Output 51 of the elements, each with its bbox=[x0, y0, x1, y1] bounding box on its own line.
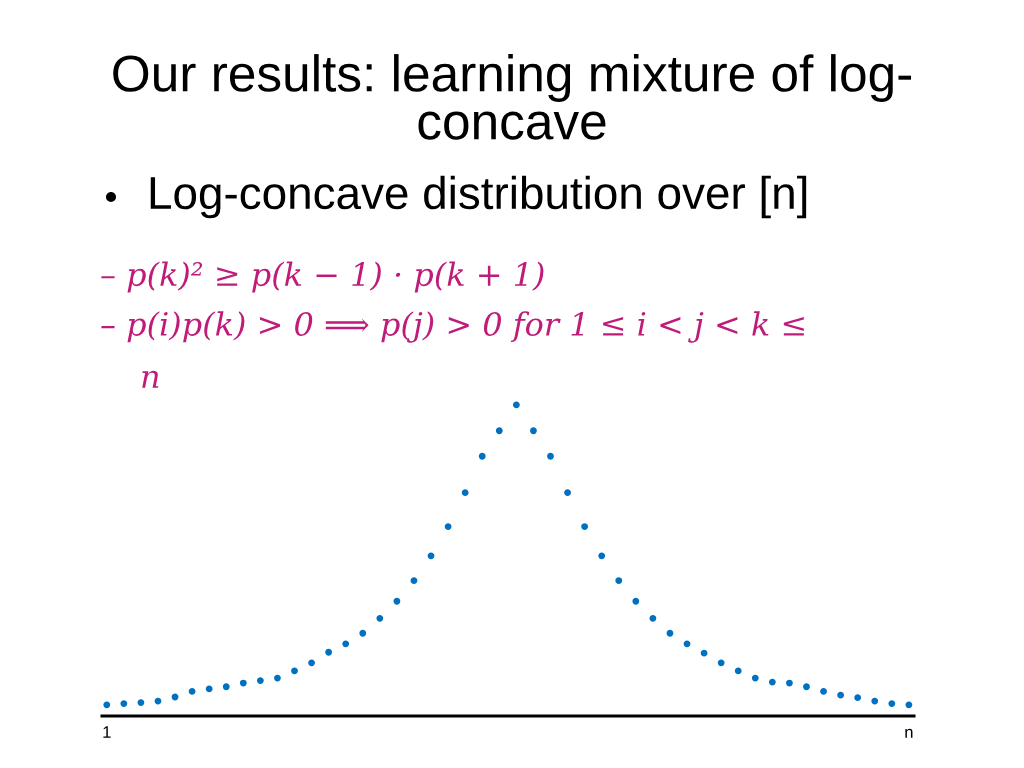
point bbox=[376, 614, 384, 622]
point bbox=[751, 674, 759, 682]
point bbox=[598, 552, 606, 560]
point bbox=[547, 452, 554, 460]
point bbox=[222, 683, 230, 691]
point bbox=[786, 679, 793, 687]
point bbox=[871, 697, 879, 705]
point bbox=[820, 688, 827, 695]
chart-title: Our results: learning mixture of log- concave bbox=[113, 54, 912, 140]
point bbox=[444, 523, 452, 530]
point bbox=[239, 679, 247, 687]
point bbox=[291, 667, 298, 675]
point bbox=[700, 649, 708, 657]
point bbox=[854, 694, 862, 702]
point bbox=[717, 659, 725, 667]
point bbox=[256, 677, 264, 684]
point bbox=[359, 629, 367, 637]
point bbox=[803, 683, 810, 691]
point bbox=[461, 489, 469, 497]
point bbox=[905, 701, 913, 709]
point bbox=[478, 452, 486, 460]
text: – p(i)p(k) > 0 ⟹ p(j) > 0 for 1 ≤ i < j < k ≤ n bbox=[101, 311, 804, 388]
x-tick-label: 1 bbox=[103, 726, 111, 738]
point bbox=[393, 597, 401, 605]
point bbox=[666, 629, 674, 637]
point bbox=[325, 648, 333, 656]
point bbox=[120, 700, 128, 707]
point bbox=[342, 640, 350, 648]
point bbox=[768, 678, 776, 686]
point bbox=[512, 401, 520, 409]
point bbox=[888, 700, 896, 707]
point bbox=[615, 577, 623, 585]
point bbox=[530, 427, 537, 435]
point bbox=[274, 674, 281, 682]
chart-subtitle: Log-concave distribution over [n] bbox=[150, 175, 807, 219]
point bbox=[649, 614, 657, 622]
point bbox=[734, 667, 742, 675]
point bbox=[137, 699, 145, 707]
point bbox=[427, 552, 435, 560]
point bbox=[103, 701, 111, 709]
point bbox=[837, 691, 845, 699]
point bbox=[410, 577, 418, 585]
point bbox=[564, 489, 571, 497]
x-tick-label: n bbox=[905, 728, 913, 738]
point bbox=[581, 523, 589, 530]
point bbox=[205, 685, 213, 693]
text: – p(k)² ≥ p(k − 1) · p(k + 1) bbox=[101, 261, 544, 293]
point bbox=[632, 597, 640, 605]
point bbox=[308, 659, 315, 667]
point bbox=[188, 688, 196, 695]
point bbox=[495, 427, 503, 435]
